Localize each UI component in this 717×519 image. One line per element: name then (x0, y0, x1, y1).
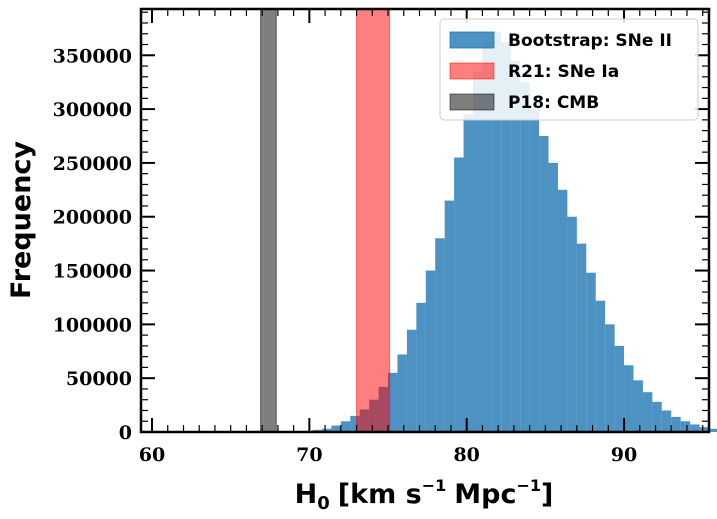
histogram-bar (576, 243, 587, 432)
histogram-bar (661, 410, 672, 432)
legend-swatch (449, 62, 495, 80)
histogram-bar (652, 401, 662, 432)
histogram-bar (567, 216, 577, 432)
histogram-bar (501, 42, 511, 432)
y-tick-label: 100000 (53, 314, 132, 336)
y-tick-label: 350000 (53, 45, 132, 67)
histogram-bar (454, 157, 464, 432)
reference-bands (260, 8, 391, 433)
y-tick-label: 0 (119, 422, 132, 444)
histogram-bar (548, 162, 558, 433)
y-tick-label: 150000 (53, 261, 132, 283)
histogram-bar (416, 302, 426, 432)
histogram-bar (633, 380, 643, 432)
histogram-bar (642, 392, 653, 432)
histogram-bar (444, 200, 455, 432)
histogram-bar (463, 114, 473, 432)
band-p18-cmb (260, 8, 277, 433)
x-axis-label-exp1: −1 (422, 476, 447, 495)
histogram-bar (321, 428, 332, 432)
legend: Bootstrap: SNe II R21: SNe Ia P18: CMB (439, 18, 699, 121)
legend-box (439, 18, 699, 121)
histogram-bar (624, 365, 634, 432)
histogram-bar (331, 425, 341, 432)
x-tick-label: 90 (611, 444, 637, 466)
histogram-bar (425, 270, 436, 432)
histogram-bar (491, 31, 502, 432)
x-axis-label-sub: 0 (317, 493, 330, 514)
legend-label: Bootstrap: SNe II (508, 31, 672, 51)
histogram-bar (539, 136, 549, 432)
histogram-bar (605, 324, 615, 432)
histogram-bar (557, 189, 568, 432)
histogram-bar (482, 42, 492, 432)
histogram-bar (709, 428, 717, 432)
x-tick-label: 70 (296, 444, 322, 466)
x-tick-label: 80 (453, 444, 479, 466)
y-tick-label: 250000 (53, 153, 132, 175)
x-axis-label-mid: Mpc (454, 479, 516, 510)
histogram-bar (690, 424, 700, 432)
legend-label: P18: CMB (508, 93, 599, 113)
legend-swatch (449, 31, 495, 49)
histogram-bar (397, 354, 407, 432)
histogram-bar (350, 415, 360, 432)
x-axis-label-exp2: −1 (516, 476, 541, 495)
histogram-bar (406, 329, 417, 432)
histogram-bar (529, 109, 540, 432)
histogram-bar (340, 421, 351, 432)
legend-label: R21: SNe Ia (508, 62, 619, 82)
x-axis-label: H0 [km s−1 Mpc−1] (295, 476, 554, 514)
histogram-bar (699, 427, 709, 432)
x-axis-label-bracket-open: [km s (338, 479, 422, 510)
histogram-bar (472, 71, 483, 432)
histogram-bar (435, 238, 445, 432)
histogram-bar (614, 345, 625, 432)
histogram-bar (520, 82, 530, 432)
y-tick-label: 50000 (66, 368, 132, 390)
histogram-bar (586, 272, 596, 432)
histogram-bar (595, 300, 606, 432)
histogram-bar (388, 372, 398, 432)
y-tick-label: 300000 (53, 99, 132, 121)
plot-frame (139, 7, 711, 434)
histogram-bar (680, 421, 691, 432)
histogram-bar (671, 416, 681, 432)
y-tick-label: 200000 (53, 207, 132, 229)
x-axis-label-main: H (295, 479, 318, 510)
band-r21-sne-ia (356, 8, 391, 433)
x-tick-label: 60 (139, 444, 165, 466)
histogram-bars (303, 31, 717, 433)
y-axis-label: Frequency (6, 141, 37, 299)
histogram-bar (510, 60, 521, 432)
x-axis-label-bracket-close: ] (541, 479, 553, 510)
legend-swatch (449, 93, 495, 111)
